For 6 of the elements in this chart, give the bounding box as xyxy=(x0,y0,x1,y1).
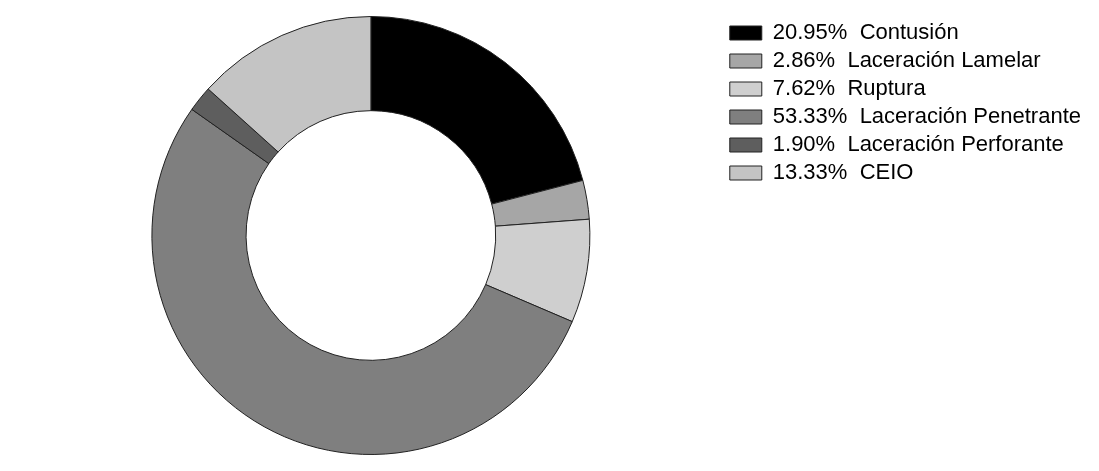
legend-label: 1.90% Laceración Perforante xyxy=(772,131,1064,157)
legend-label: 53.33% Laceración Penetrante xyxy=(772,103,1081,129)
legend-label: 7.62% Ruptura xyxy=(772,75,927,101)
legend-label: 13.33% CEIO xyxy=(772,159,914,185)
legend-label: 2.86% Laceración Lamelar xyxy=(772,47,1041,73)
legend-label: 20.95% Contusión xyxy=(772,19,959,45)
